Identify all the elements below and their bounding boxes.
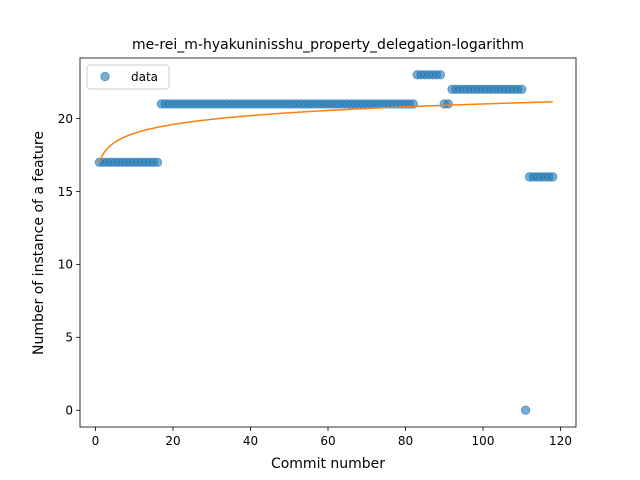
x-axis-label: Commit number	[271, 456, 385, 472]
legend: data	[86, 64, 170, 90]
y-axis-label: Number of instance of a feature	[31, 131, 47, 355]
data-point	[517, 84, 527, 95]
data-point	[443, 99, 453, 109]
y-tick-label: 5	[65, 331, 73, 345]
data-point	[548, 172, 558, 182]
x-tick-label: 80	[398, 434, 413, 448]
fit-line	[98, 101, 553, 163]
x-tick-label: 20	[165, 434, 180, 448]
chart-title: me-rei_m-hyakuninisshu_property_delegati…	[132, 37, 524, 53]
data-point	[520, 405, 531, 415]
plot-area: 0 20 40 60 80 100 120 0 5 10 15 20 data	[58, 57, 577, 448]
y-tick-label: 20	[58, 112, 73, 126]
y-tick-label: 10	[58, 258, 73, 272]
y-tick-label: 0	[65, 404, 73, 418]
y-tick-label: 15	[58, 185, 73, 199]
data-point	[152, 157, 163, 167]
legend-entry: data	[131, 70, 158, 84]
legend-marker	[100, 71, 110, 82]
x-tick-label: 60	[320, 434, 335, 448]
x-tick-label: 120	[549, 434, 572, 448]
x-tick-label: 100	[472, 434, 495, 448]
x-tick-label: 0	[92, 434, 100, 448]
legend-box	[86, 64, 170, 90]
data-point	[435, 70, 446, 80]
x-tick-label: 40	[243, 434, 258, 448]
